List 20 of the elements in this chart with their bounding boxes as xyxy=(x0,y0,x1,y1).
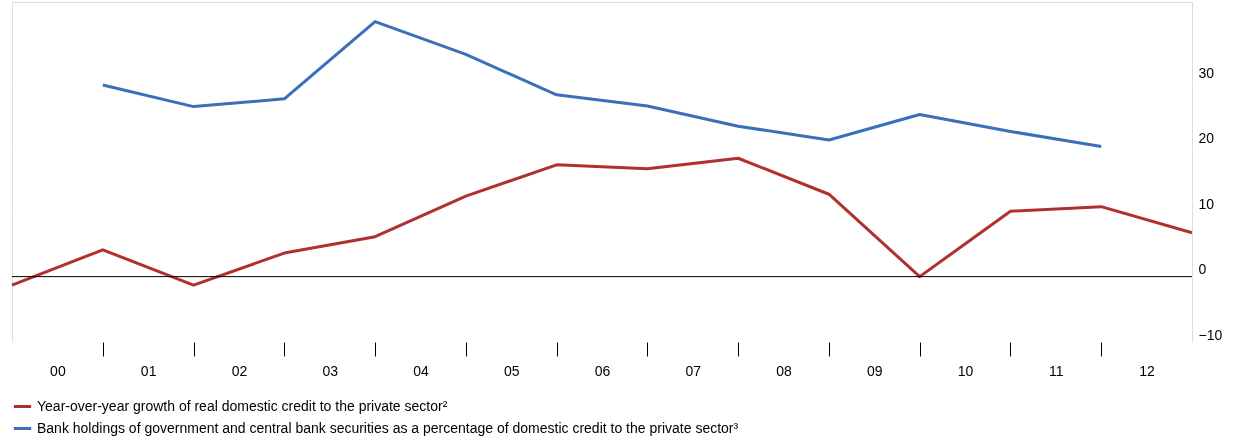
x-tick-label: 05 xyxy=(503,362,520,379)
y-tick-label: 0 xyxy=(1198,261,1207,278)
x-tick-label: 06 xyxy=(594,362,611,379)
x-tick-label: 12 xyxy=(1139,362,1156,379)
legend-label: Year-over-year growth of real domestic credit to the private sector² xyxy=(37,397,448,414)
y-tick-label: −10 xyxy=(1198,326,1223,343)
legend-label: Bank holdings of government and central bank securities as a percentage of domestic credit to the private sector³ xyxy=(37,419,739,436)
y-tick-label: 20 xyxy=(1198,130,1215,147)
x-tick-label: 11 xyxy=(1049,362,1064,379)
x-tick-label: 04 xyxy=(413,362,429,379)
x-tick-label: 10 xyxy=(957,362,974,379)
x-tick-label: 09 xyxy=(867,362,883,379)
y-tick-label: 30 xyxy=(1198,64,1215,81)
x-tick-label: 01 xyxy=(140,362,157,379)
x-tick-label: 07 xyxy=(685,362,702,379)
y-tick-label: 10 xyxy=(1198,195,1215,212)
x-tick-label: 08 xyxy=(776,362,793,379)
x-tick-label: 00 xyxy=(50,362,66,379)
x-tick-label: 02 xyxy=(231,362,248,379)
x-tick-label: 03 xyxy=(322,362,339,379)
